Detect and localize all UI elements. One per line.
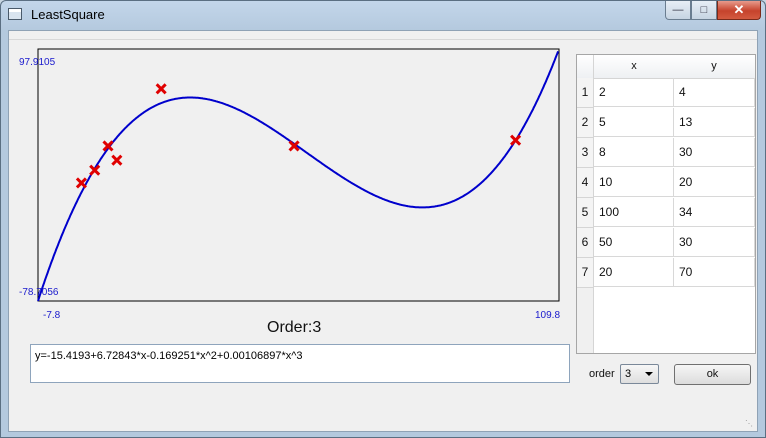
- cell-x[interactable]: 20: [594, 258, 674, 287]
- table-row[interactable]: 2 5 13: [577, 108, 755, 138]
- cell-y[interactable]: 20: [674, 168, 755, 197]
- data-point-marker: [510, 134, 522, 146]
- formula-text: y=-15.4193+6.72843*x-0.169251*x^2+0.0010…: [35, 350, 303, 362]
- cell-x[interactable]: 100: [594, 198, 674, 227]
- row-header[interactable]: 7: [577, 258, 593, 288]
- table-row[interactable]: 4 10 20: [577, 168, 755, 198]
- row-header[interactable]: 4: [577, 168, 593, 198]
- maximize-button[interactable]: □: [691, 1, 717, 20]
- order-select-value: 3: [625, 368, 632, 380]
- menu-strip: [9, 31, 757, 40]
- table-corner[interactable]: [577, 55, 594, 78]
- data-point-marker: [75, 177, 87, 189]
- cell-y[interactable]: 70: [674, 258, 755, 287]
- order-label: order: [589, 368, 615, 380]
- table-row[interactable]: 3 8 30: [577, 138, 755, 168]
- data-point-marker: [89, 164, 101, 176]
- window-title: LeastSquare: [31, 7, 105, 22]
- table-row[interactable]: 7 20 70: [577, 258, 755, 288]
- cell-x[interactable]: 5: [594, 108, 674, 137]
- order-title: Order:3: [267, 319, 322, 336]
- cell-y[interactable]: 13: [674, 108, 755, 137]
- x-min-label: -7.8: [43, 310, 61, 321]
- row-header[interactable]: 6: [577, 228, 593, 258]
- cell-x[interactable]: 8: [594, 138, 674, 167]
- formula-textbox[interactable]: y=-15.4193+6.72843*x-0.169251*x^2+0.0010…: [30, 344, 570, 383]
- resize-grip-icon[interactable]: ⋱: [745, 419, 753, 428]
- title-bar[interactable]: LeastSquare — □ ✕: [1, 1, 765, 29]
- close-button[interactable]: ✕: [717, 1, 761, 20]
- cell-x[interactable]: 2: [594, 78, 674, 107]
- y-min-label: -78.7056: [19, 287, 59, 298]
- row-header[interactable]: 3: [577, 138, 593, 168]
- table-row[interactable]: 6 50 30: [577, 228, 755, 258]
- row-header[interactable]: 1: [577, 78, 593, 108]
- column-header-x[interactable]: x: [631, 60, 637, 72]
- cell-y[interactable]: 30: [674, 138, 755, 167]
- x-max-label: 109.8: [535, 310, 561, 321]
- table-row[interactable]: 5 100 34: [577, 198, 755, 228]
- data-table[interactable]: x y 1 2 4 2 5 13 3 8 30 4 10 20 5 100 34 6 50 30 7 20 70: [576, 54, 756, 354]
- plot-svg: [37, 48, 560, 302]
- maximize-icon: □: [700, 4, 708, 16]
- data-point-marker: [102, 140, 114, 152]
- plot-frame: [37, 48, 560, 302]
- column-header-y[interactable]: y: [711, 60, 717, 72]
- order-select[interactable]: 3: [620, 364, 659, 384]
- app-icon: [8, 8, 22, 20]
- cell-y[interactable]: 34: [674, 198, 755, 227]
- y-max-label: 97.9105: [19, 57, 56, 68]
- minimize-button[interactable]: —: [665, 1, 691, 20]
- row-header[interactable]: 2: [577, 108, 593, 138]
- data-point-marker: [111, 154, 123, 166]
- cell-y[interactable]: 4: [674, 78, 755, 107]
- table-header: x y: [577, 55, 755, 79]
- row-header[interactable]: 5: [577, 198, 593, 228]
- fit-curve: [37, 50, 560, 302]
- data-point-marker: [155, 83, 167, 95]
- data-point-marker: [288, 140, 300, 152]
- client-area: 97.9105 -78.7056 -7.8 109.8 Order:3 y=-1…: [8, 30, 758, 432]
- close-icon: ✕: [733, 2, 745, 17]
- cell-x[interactable]: 10: [594, 168, 674, 197]
- cell-y[interactable]: 30: [674, 228, 755, 257]
- minimize-icon: —: [672, 4, 684, 16]
- dropdown-arrow-icon: [645, 372, 653, 376]
- cell-x[interactable]: 50: [594, 228, 674, 257]
- ok-button[interactable]: ok: [674, 364, 751, 385]
